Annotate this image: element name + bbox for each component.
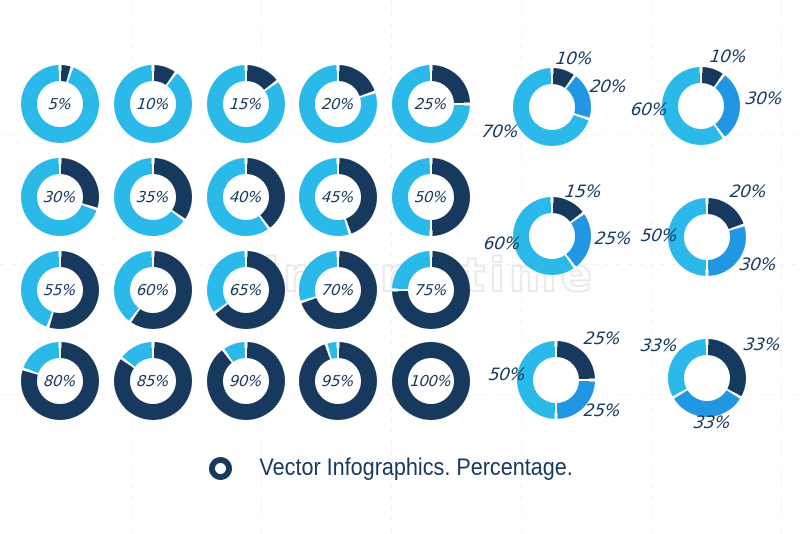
donut-ring-icon (209, 456, 233, 480)
grid-donut-5: 5% (21, 65, 99, 143)
grid-donut-25: 25% (392, 65, 470, 143)
donut-value-label: 45% (321, 188, 355, 206)
segment-label: 25% (593, 229, 633, 249)
grid-donut-45: 45% (299, 158, 377, 236)
grid-donut-60: 60% (114, 251, 192, 329)
donut-value-label: 70% (321, 281, 355, 299)
grid-donut-80: 80% (21, 342, 99, 420)
grid-donut-35: 35% (114, 158, 192, 236)
segment-label: 60% (629, 100, 669, 120)
segment-label: 20% (728, 182, 768, 202)
segment-label: 33% (692, 413, 732, 433)
multi-donut-10-20-70 (513, 68, 591, 146)
segment-label: 50% (487, 365, 527, 385)
grid-donut-30: 30% (21, 158, 99, 236)
multi-donut-33-33-33 (668, 339, 746, 417)
grid-donut-50: 50% (392, 158, 470, 236)
grid-donut-65: 65% (207, 251, 285, 329)
segment-label: 10% (708, 47, 748, 67)
donut-value-label: 65% (229, 281, 263, 299)
grid-donut-100: 100% (392, 342, 470, 420)
segment-label: 25% (582, 329, 622, 349)
segment-label: 25% (582, 401, 622, 421)
donut-value-label: 85% (136, 372, 170, 390)
segment-label: 33% (639, 336, 679, 356)
donut-value-label: 30% (43, 188, 77, 206)
donut-value-label: 25% (414, 95, 448, 113)
caption-text: Vector Infographics. Percentage. (259, 454, 574, 481)
donut-value-label: 5% (47, 95, 73, 113)
donut-value-label: 50% (414, 188, 448, 206)
grid-donut-95: 95% (299, 342, 377, 420)
donut-value-label: 75% (414, 281, 448, 299)
grid-donut-90: 90% (207, 342, 285, 420)
multi-donut-15-25-60 (513, 197, 591, 275)
segment-label: 10% (554, 49, 594, 69)
segment-label: 15% (563, 182, 603, 202)
caption: Vector Infographics. Percentage. (0, 454, 800, 482)
grid-donut-40: 40% (207, 158, 285, 236)
watermark-dashed-line (651, 0, 652, 534)
grid-donut-70: 70% (299, 251, 377, 329)
donut-value-label: 80% (43, 372, 77, 390)
watermark-dashed-line (781, 0, 782, 534)
multi-donut-20-30-50 (668, 198, 746, 276)
grid-donut-15: 15% (207, 65, 285, 143)
segment-label: 60% (482, 234, 522, 254)
donut-value-label: 10% (136, 95, 170, 113)
donut-value-label: 90% (229, 372, 263, 390)
watermark-dashed-line (391, 0, 392, 534)
donut-value-label: 40% (229, 188, 263, 206)
segment-label: 30% (738, 255, 778, 275)
donut-value-label: 35% (136, 188, 170, 206)
donut-value-label: 95% (321, 372, 355, 390)
donut-value-label: 15% (229, 95, 263, 113)
segment-label: 70% (480, 122, 520, 142)
segment-label: 20% (588, 77, 628, 97)
donut-value-label: 20% (321, 95, 355, 113)
segment-label: 50% (639, 226, 679, 246)
segment-label: 30% (744, 89, 784, 109)
grid-donut-55: 55% (21, 251, 99, 329)
grid-donut-20: 20% (299, 65, 377, 143)
grid-donut-10: 10% (114, 65, 192, 143)
donut-value-label: 100% (409, 372, 453, 390)
segment-label: 33% (742, 335, 782, 355)
multi-donut-10-30-60 (662, 67, 740, 145)
watermark-dashed-line (0, 134, 800, 135)
watermark-dashed-line (521, 0, 522, 534)
grid-donut-85: 85% (114, 342, 192, 420)
grid-donut-75: 75% (392, 251, 470, 329)
donut-value-label: 55% (43, 281, 77, 299)
donut-value-label: 60% (136, 281, 170, 299)
multi-donut-25-25-50 (517, 341, 595, 419)
